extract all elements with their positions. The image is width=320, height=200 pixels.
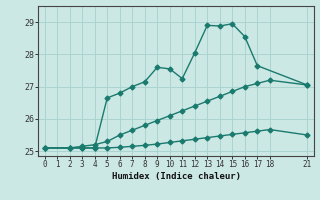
X-axis label: Humidex (Indice chaleur): Humidex (Indice chaleur) <box>111 172 241 181</box>
